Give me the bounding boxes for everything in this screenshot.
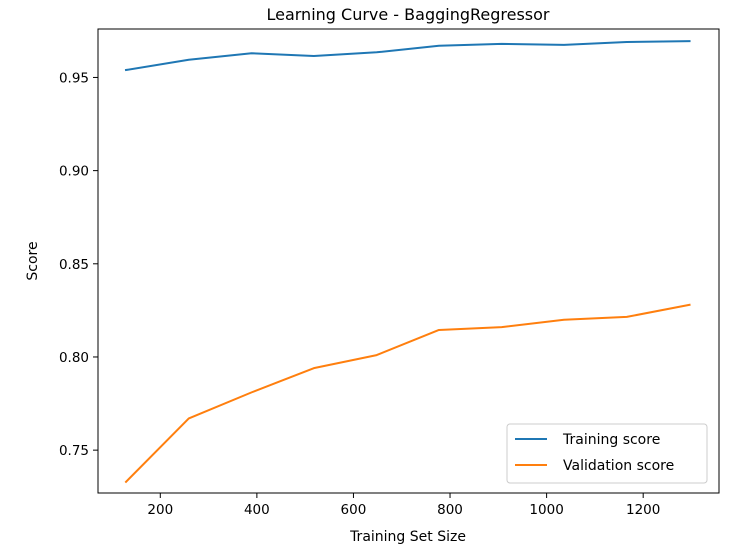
y-tick-label: 0.75 <box>59 443 89 459</box>
training-score-line <box>124 40 691 72</box>
x-tick-label: 400 <box>244 502 270 518</box>
legend-box <box>506 423 708 484</box>
y-axis-label: Score <box>25 241 41 280</box>
x-tick-label: 1200 <box>626 502 660 518</box>
x-tick-label: 600 <box>341 502 367 518</box>
validation-score-line <box>124 303 691 484</box>
y-axis-ticks: 0.75 0.80 0.85 0.90 0.95 <box>59 70 98 459</box>
series-lines <box>124 40 691 484</box>
x-tick-label: 200 <box>147 502 173 518</box>
x-tick-label: 1000 <box>529 502 563 518</box>
y-tick-label: 0.80 <box>59 350 89 366</box>
x-axis-ticks: 200 400 600 800 1000 1200 <box>147 493 660 518</box>
x-tick-label: 800 <box>437 502 463 518</box>
legend-label-training: Training score <box>562 432 660 448</box>
legend-label-validation: Validation score <box>563 458 674 474</box>
x-axis-label: Training Set Size <box>349 529 466 545</box>
y-tick-label: 0.95 <box>59 70 89 86</box>
y-tick-label: 0.85 <box>59 257 89 273</box>
chart-title: Learning Curve - BaggingRegressor <box>266 5 549 24</box>
plot-frame <box>97 28 720 494</box>
y-tick-label: 0.90 <box>59 164 89 180</box>
legend: Training score Validation score <box>506 423 708 484</box>
